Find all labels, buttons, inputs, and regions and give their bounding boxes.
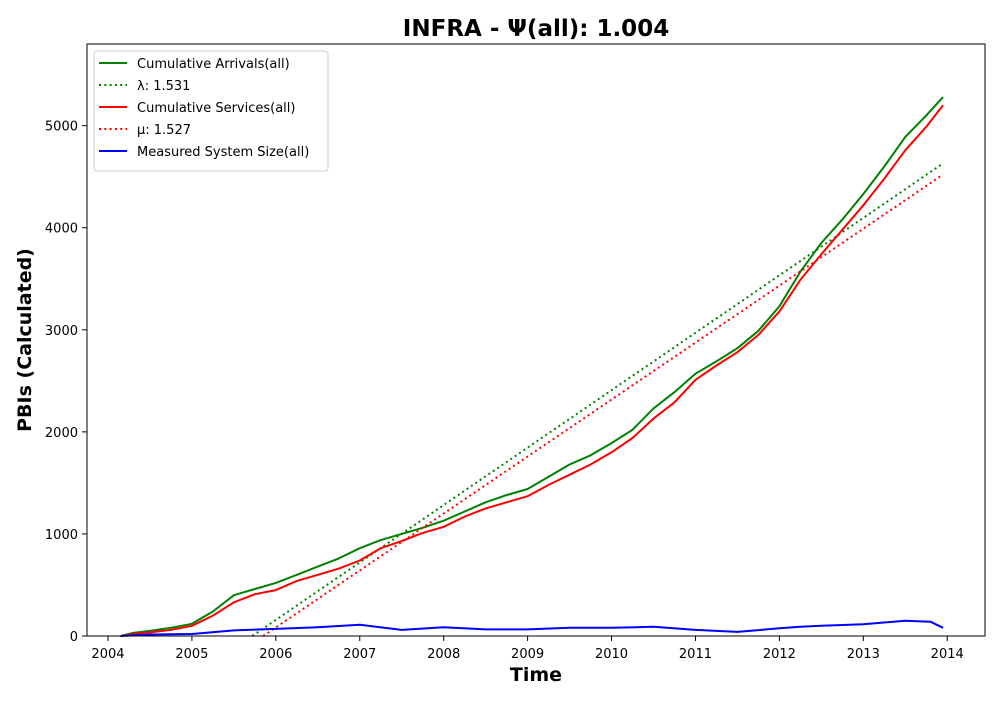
- x-tick-label: 2010: [595, 647, 628, 662]
- x-tick-label: 2014: [931, 647, 964, 662]
- series-line-3: [121, 105, 943, 636]
- series-line-1: [121, 97, 943, 636]
- y-tick-label: 2000: [45, 426, 78, 441]
- x-tick-label: 2004: [91, 647, 124, 662]
- legend-label-2: λ: 1.531: [137, 79, 190, 94]
- legend-label-1: Cumulative Arrivals(all): [137, 57, 290, 72]
- x-tick-label: 2013: [847, 647, 880, 662]
- y-axis-label: PBIs (Calculated): [14, 248, 36, 432]
- x-tick-label: 2005: [175, 647, 208, 662]
- chart-title: INFRA - Ψ(all): 1.004: [403, 16, 669, 42]
- y-tick-label: 5000: [45, 120, 78, 135]
- y-tick-label: 4000: [45, 222, 78, 237]
- legend-label-4: μ: 1.527: [137, 123, 191, 138]
- y-tick-label: 3000: [45, 324, 78, 339]
- x-tick-label: 2006: [259, 647, 292, 662]
- x-tick-label: 2011: [679, 647, 712, 662]
- legend: Cumulative Arrivals(all) λ: 1.531 Cumulati…: [94, 51, 328, 171]
- x-tick-label: 2012: [763, 647, 796, 662]
- x-tick-label: 2008: [427, 647, 460, 662]
- ticks-layer: 2004 2005 2006 2007 2008 2009 2010 2011 2012 2013…: [45, 120, 964, 662]
- x-tick-label: 2007: [343, 647, 376, 662]
- x-tick-label: 2009: [511, 647, 544, 662]
- y-tick-label: 0: [70, 630, 78, 645]
- x-axis-label: Time: [510, 664, 562, 686]
- series-line-5: [121, 621, 943, 636]
- series-line-4: [263, 175, 943, 636]
- y-tick-label: 1000: [45, 528, 78, 543]
- legend-label-3: Cumulative Services(all): [137, 101, 295, 116]
- series-layer: [121, 97, 943, 636]
- legend-label-5: Measured System Size(all): [137, 145, 309, 160]
